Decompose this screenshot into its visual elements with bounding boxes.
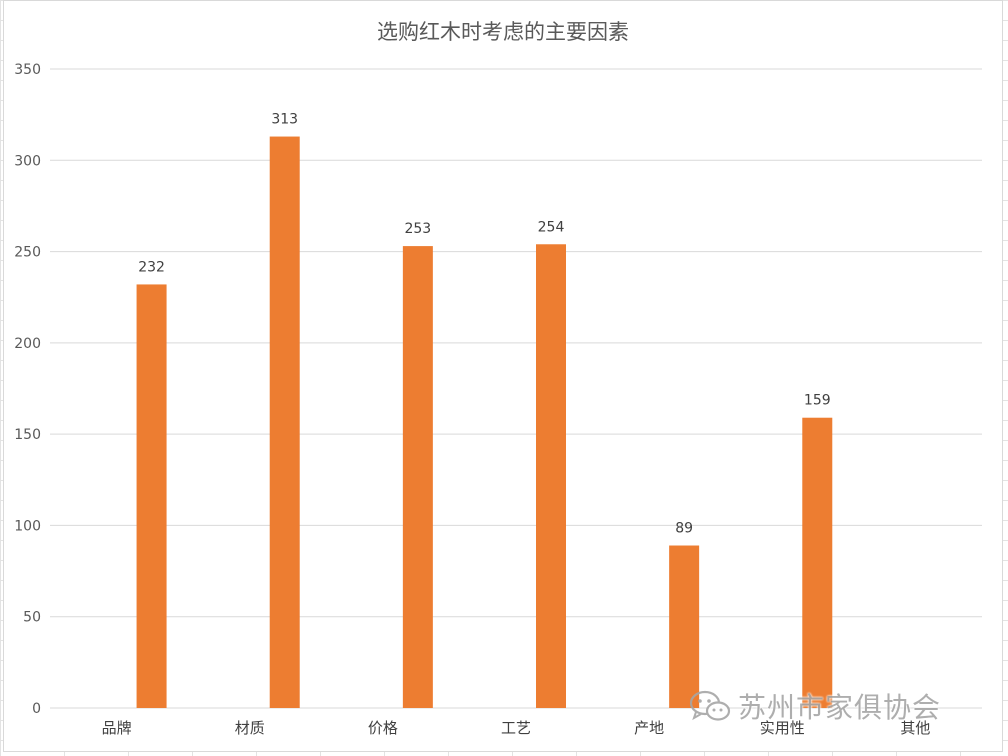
data-label: 232	[138, 259, 165, 275]
y-tick-label: 200	[14, 336, 41, 352]
bar[interactable]	[136, 284, 167, 708]
x-category-label: 其他	[900, 719, 930, 737]
bar[interactable]	[669, 545, 700, 708]
chart-area[interactable]	[3, 0, 1003, 752]
watermark-text: 苏州市家俱协会	[738, 691, 942, 724]
y-tick-label: 350	[14, 62, 41, 78]
x-category-label: 品牌	[102, 719, 132, 737]
bar[interactable]	[536, 244, 566, 709]
y-tick-label: 250	[14, 245, 41, 261]
data-label: 89	[675, 521, 693, 537]
bar[interactable]	[402, 246, 433, 708]
bar[interactable]	[802, 417, 833, 708]
y-tick-label: 150	[14, 427, 41, 443]
gridlines	[50, 68, 982, 709]
data-label: 253	[404, 221, 431, 237]
data-label: 159	[804, 393, 831, 409]
x-category-label: 产地	[634, 719, 664, 737]
watermark: 苏州市家俱协会	[688, 686, 941, 726]
data-label: 254	[538, 219, 565, 235]
wechat-icon	[689, 690, 731, 721]
x-axis-categories: 品牌 材质 价格 工艺 产地 实用性 其他	[102, 719, 931, 737]
y-tick-label: 0	[32, 701, 41, 717]
x-category-label: 工艺	[501, 719, 531, 737]
x-category-label: 实用性	[760, 719, 805, 737]
y-tick-label: 300	[14, 153, 41, 169]
bar[interactable]	[269, 136, 300, 709]
y-axis-ticks: 0 50 100 150 200 250 300 350	[14, 62, 41, 717]
data-label: 313	[271, 112, 298, 128]
data-labels: 232 313 253 254 89 159	[138, 112, 830, 537]
chart-title: 选购红木时考虑的主要因素	[377, 20, 629, 44]
y-tick-label: 50	[23, 610, 41, 626]
x-category-label: 价格	[368, 719, 398, 737]
bars	[136, 136, 833, 709]
x-category-label: 材质	[235, 719, 265, 737]
y-tick-label: 100	[14, 518, 41, 534]
